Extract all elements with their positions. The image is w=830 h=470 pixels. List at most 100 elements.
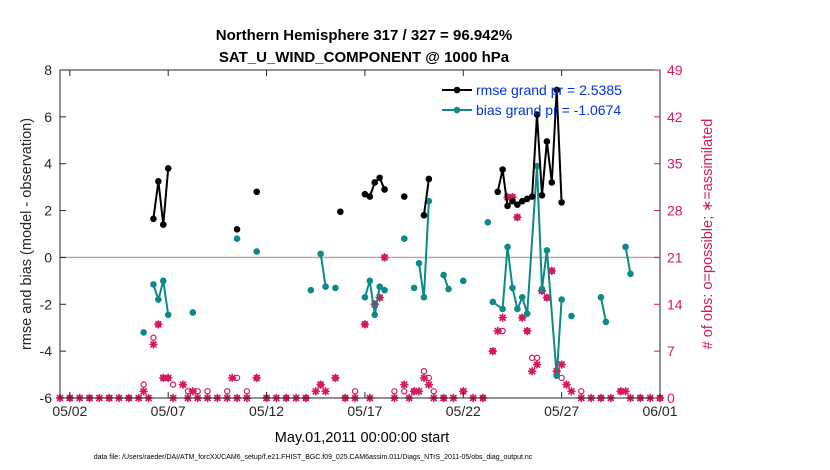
bias-point [523, 310, 531, 317]
bias-point [381, 286, 388, 294]
y-tick-label-left: 2 [44, 203, 52, 219]
x-tick-label: 05/07 [151, 403, 186, 419]
obs-assimilated-marker [227, 373, 237, 383]
chart-title: Northern Hemisphere 317 / 327 = 96.942% [216, 27, 512, 44]
obs-assimilated-marker [493, 326, 502, 336]
y-tick-label-right: 21 [667, 249, 683, 265]
bias-point [602, 318, 610, 326]
bias-point [253, 248, 261, 255]
rmse-point [400, 193, 408, 200]
axes: 05/02 05/07 05/12 05/17 05/22 05/27 06/01 -6 -4 -… [40, 62, 683, 419]
bias-point [189, 309, 197, 316]
rmse-point [528, 193, 536, 200]
bias-legend-label: bias grand pr = -1.0674 [476, 102, 621, 118]
rmse-point [233, 226, 241, 233]
bias-point [499, 305, 506, 313]
bias-point [159, 277, 167, 285]
bias-point [445, 285, 452, 293]
rmse-point [514, 201, 521, 209]
y-tick-label-right: 14 [667, 296, 683, 312]
y-tick-label-left: 6 [44, 109, 52, 125]
y-tick-label-left: 4 [44, 156, 52, 172]
obs-assimilated-marker [542, 293, 552, 302]
obs-assimilated-marker [562, 380, 571, 389]
x-tick-label: 05/27 [544, 403, 579, 419]
bias-point [489, 298, 497, 306]
legend: rmse grand pr = 2.5385 bias grand pr = -1… [442, 82, 622, 118]
bias-legend-marker [453, 106, 461, 114]
obs-assimilated-marker [316, 380, 325, 389]
obs-assimilated-marker [424, 380, 434, 389]
bias-line [492, 166, 563, 376]
bias-point [459, 277, 467, 285]
y-tick-label-right: 49 [667, 62, 683, 78]
bias-point [597, 293, 605, 301]
bias-point [140, 329, 147, 336]
rmse-point [553, 86, 561, 94]
bias-point [568, 312, 575, 320]
bias-point [514, 305, 521, 313]
rmse-point [381, 186, 388, 193]
plot-area [60, 70, 660, 398]
obs-assimilated-marker [154, 320, 163, 329]
obs-assimilated-marker [419, 373, 429, 383]
bias-line [600, 297, 607, 323]
rmse-point [371, 179, 379, 186]
bias-line [363, 280, 381, 315]
rmse-point [361, 190, 369, 198]
rmse-point [518, 197, 526, 205]
x-tick-label: 05/17 [347, 403, 382, 419]
rmse-point [558, 199, 565, 206]
y-axis-label-right: # of obs: o=possible; ∗=assimilated [700, 119, 716, 350]
bias-point [322, 283, 329, 291]
rmse-point [533, 111, 541, 118]
obs-assimilated-marker [400, 380, 409, 389]
obs-assimilated-marker [380, 253, 389, 262]
obs-assimilated-marker [139, 387, 148, 396]
rmse-point [155, 177, 162, 185]
rmse-point [253, 188, 261, 196]
rmse-legend-label: rmse grand pr = 2.5385 [476, 82, 622, 98]
y-tick-label-right: 35 [667, 156, 683, 172]
bias-point [558, 296, 565, 303]
bias-point [307, 286, 315, 294]
bias-point [504, 243, 511, 251]
rmse-point [499, 166, 506, 173]
rmse-point [538, 192, 546, 199]
rmse-series [150, 86, 565, 233]
bias-point [164, 311, 172, 319]
y-tick-label-right: 28 [667, 203, 683, 219]
x-tick-label: 05/02 [52, 403, 87, 419]
rmse-line [152, 168, 170, 225]
obs-assimilated-marker [518, 313, 527, 322]
obs-assimilated-marker [557, 360, 566, 369]
y-axis-label-left: rmse and bias (model - observation) [19, 118, 35, 350]
rmse-point [366, 193, 374, 200]
rmse-point [425, 175, 433, 183]
bias-point [484, 218, 492, 226]
y-tick-label-right: 42 [667, 109, 683, 125]
y-tick-label-right: 0 [667, 390, 675, 406]
bias-point [420, 293, 428, 301]
rmse-point [159, 221, 167, 228]
x-tick-label: 06/01 [642, 403, 677, 419]
bias-point [361, 293, 369, 301]
x-axis-label: May.01,2011 00:00:00 start [275, 430, 449, 446]
rmse-point [523, 195, 531, 203]
rmse-point [164, 165, 172, 172]
y-tick-label-left: -2 [40, 296, 53, 312]
obs-assimilated-marker [621, 387, 630, 396]
bias-point [553, 372, 561, 380]
bias-point [533, 162, 541, 170]
obs-assimilated-marker [459, 387, 468, 396]
obs-assimilated-marker [321, 387, 330, 396]
bias-point [317, 250, 324, 258]
x-tick-label: 05/22 [446, 403, 481, 419]
obs-assimilated-marker [522, 326, 532, 336]
bias-point [366, 277, 374, 285]
obs-assimilated-marker [488, 346, 498, 356]
obs-assimilated-marker [616, 387, 625, 396]
y-tick-label-left: 0 [44, 249, 52, 265]
obs-assimilated-marker [163, 373, 173, 383]
obs-assimilated-marker [414, 387, 424, 396]
